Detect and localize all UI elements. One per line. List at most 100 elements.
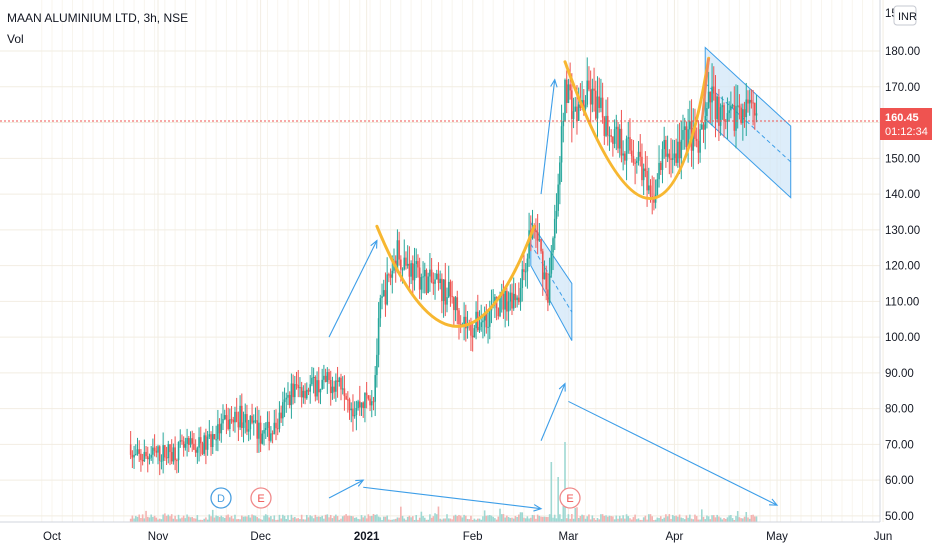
candle-body	[439, 278, 441, 284]
volume-bar	[447, 518, 450, 522]
candle-body	[697, 140, 700, 153]
candle-body	[242, 422, 245, 428]
price-tick-label: 70.00	[885, 439, 914, 451]
currency-badge[interactable]	[893, 5, 917, 26]
volume-bar	[292, 517, 294, 522]
candle-body	[367, 395, 370, 399]
candle-body	[210, 434, 212, 448]
volume-bar	[634, 514, 636, 522]
volume-bar	[506, 515, 508, 522]
time-tick-label: 2021	[354, 531, 380, 543]
time-tick-label: Nov	[148, 531, 169, 543]
volume-bar	[227, 514, 229, 522]
volume-bar	[750, 514, 753, 522]
volume-bar	[393, 519, 395, 522]
volume-bar	[726, 517, 729, 522]
candle-body	[632, 156, 635, 163]
volume-bar	[471, 519, 474, 522]
volume-bar	[555, 518, 558, 522]
volume-bar	[251, 514, 253, 522]
volume-bar	[682, 518, 684, 522]
volume-bar	[254, 515, 257, 522]
volume-bar	[538, 515, 541, 522]
candle-body	[701, 124, 703, 130]
price-axis[interactable]: 50.00 60.00 70.00 80.00 90.00 100.00 110.00 120…	[879, 0, 932, 523]
volume-bar	[629, 518, 631, 522]
volume-bar	[357, 518, 359, 522]
candle-body	[458, 310, 460, 325]
candle-body	[514, 293, 517, 301]
volume-bar	[730, 514, 732, 522]
earnings-event-marker[interactable]: E	[250, 487, 272, 509]
candle-body	[359, 401, 361, 408]
volume-bar	[521, 512, 524, 522]
candle-body	[636, 160, 638, 164]
candle-body	[653, 197, 655, 203]
volume-bar	[323, 518, 325, 522]
price-tick-label: 90.00	[885, 368, 914, 380]
volume-bar	[518, 514, 520, 522]
volume-bar	[444, 518, 447, 522]
volume-bar	[340, 518, 342, 522]
candle-body	[634, 162, 636, 164]
volume-bar	[524, 518, 527, 522]
trend-arrow-line	[328, 240, 378, 338]
cup-curve-second	[563, 56, 711, 200]
volume-bar	[350, 515, 353, 522]
candle-body	[191, 438, 194, 444]
volume-bar	[485, 515, 488, 522]
candle-body	[227, 419, 229, 429]
candle-body	[704, 115, 707, 130]
volume-bar	[461, 517, 464, 522]
candle-body	[398, 240, 400, 260]
volume-bar	[326, 514, 329, 522]
volume-bar	[391, 519, 394, 522]
candle-body	[446, 297, 448, 305]
time-tick-label: Oct	[43, 531, 62, 543]
volume-bar	[259, 519, 262, 522]
candle-body	[136, 449, 139, 455]
dividend-event-marker[interactable]: D	[210, 487, 232, 509]
candle-body	[273, 422, 276, 434]
candle-body	[165, 457, 168, 459]
volume-bar	[297, 518, 300, 522]
volume-bar	[422, 515, 424, 522]
candle-body	[148, 457, 151, 460]
candle-body	[162, 445, 164, 461]
candle-body	[658, 162, 660, 180]
volume-bar	[270, 516, 272, 522]
event-markers[interactable]: D E E	[210, 487, 581, 509]
volume-bar	[360, 515, 363, 522]
volume-bar	[382, 516, 385, 522]
candle-body	[188, 437, 190, 445]
volume-bar	[512, 518, 515, 522]
time-axis[interactable]: Oct Nov Dec 2021 Feb Mar Apr May Jun	[0, 521, 893, 543]
candle-body	[134, 454, 137, 456]
candle-body	[545, 272, 547, 290]
time-tick-label: Jun	[874, 531, 893, 543]
candle-body	[396, 240, 399, 270]
volume-bar	[273, 515, 276, 522]
volume-bar	[172, 518, 175, 522]
volume-bar	[680, 517, 683, 522]
candle-body	[444, 279, 447, 305]
volume-bar	[158, 518, 161, 522]
candle-body	[295, 384, 298, 386]
volume-bar	[704, 519, 707, 522]
candle-body	[307, 389, 310, 392]
volume-bar	[252, 515, 255, 522]
candle-body	[340, 377, 342, 390]
volume-bar	[490, 515, 493, 522]
volume-bar	[716, 514, 718, 522]
volume-bar	[211, 509, 214, 522]
volume-bar	[553, 514, 556, 522]
candle-body	[408, 263, 411, 277]
volume-bar	[706, 515, 708, 522]
earnings-event-marker[interactable]: E	[559, 487, 581, 509]
volume-bar	[499, 508, 501, 522]
volume-bar	[210, 516, 212, 522]
candle-body	[225, 415, 228, 420]
volume-bar	[571, 514, 573, 522]
candle-body	[610, 135, 612, 137]
